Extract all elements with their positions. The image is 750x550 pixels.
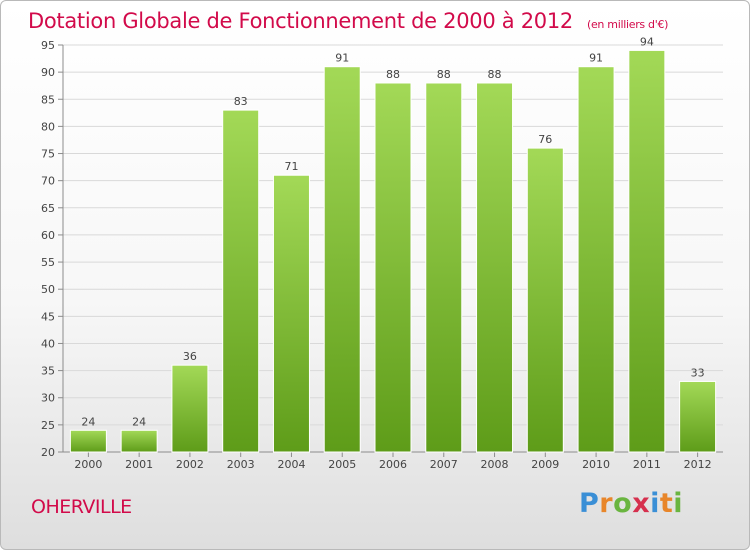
value-label-2006: 88 xyxy=(386,68,400,81)
x-tick-label-2007: 2007 xyxy=(430,458,458,471)
commune-name: OHERVILLE xyxy=(31,496,132,518)
x-tick-label-2001: 2001 xyxy=(125,458,153,471)
y-tick-label: 55 xyxy=(41,256,55,269)
x-tick-label-2003: 2003 xyxy=(227,458,255,471)
x-tick-label-2012: 2012 xyxy=(684,458,712,471)
value-label-2001: 24 xyxy=(132,415,146,428)
bars xyxy=(69,49,717,453)
value-label-2007: 88 xyxy=(437,68,451,81)
x-tick-label-2002: 2002 xyxy=(176,458,204,471)
value-label-2008: 88 xyxy=(488,68,502,81)
value-label-2000: 24 xyxy=(81,415,95,428)
value-label-2010: 91 xyxy=(589,52,603,65)
x-tick-label-2009: 2009 xyxy=(531,458,559,471)
y-tick-label: 40 xyxy=(41,337,55,350)
bar-2007 xyxy=(425,82,463,453)
y-tick-label: 60 xyxy=(41,229,55,242)
bar-2000 xyxy=(69,429,107,453)
y-tick-label: 25 xyxy=(41,419,55,432)
x-tick-label-2005: 2005 xyxy=(328,458,356,471)
x-tick-label-2000: 2000 xyxy=(74,458,102,471)
y-tick-label: 85 xyxy=(41,93,55,106)
bar-2002 xyxy=(171,364,209,453)
bar-2006 xyxy=(374,82,412,453)
y-tick-label: 90 xyxy=(41,66,55,79)
y-tick-label: 80 xyxy=(41,120,55,133)
bar-2004 xyxy=(272,174,310,453)
y-tick-label: 20 xyxy=(41,446,55,459)
x-tick-label-2006: 2006 xyxy=(379,458,407,471)
value-label-2003: 83 xyxy=(234,95,248,108)
logo-letter: x xyxy=(632,488,651,519)
bar-2012 xyxy=(679,380,717,453)
x-tick-label-2004: 2004 xyxy=(277,458,305,471)
value-label-2009: 76 xyxy=(538,133,552,146)
chart-subtitle: (en milliers d'€) xyxy=(586,18,669,31)
value-label-2004: 71 xyxy=(284,160,298,173)
logo-letter: o xyxy=(613,488,633,519)
y-tick-label: 30 xyxy=(41,392,55,405)
bar-2005 xyxy=(323,66,361,453)
y-tick-label: 75 xyxy=(41,148,55,161)
y-tick-label: 45 xyxy=(41,310,55,323)
x-tick-label-2008: 2008 xyxy=(481,458,509,471)
x-tick-label-2011: 2011 xyxy=(633,458,661,471)
logo-letter: P xyxy=(579,488,600,519)
bar-2001 xyxy=(120,429,158,453)
logo-letter: i xyxy=(673,488,684,519)
proxiti-logo: Proxiti xyxy=(579,488,683,519)
value-label-2011: 94 xyxy=(640,35,654,48)
bar-2008 xyxy=(476,82,514,453)
logo-letter: r xyxy=(599,488,614,519)
chart-title: Dotation Globale de Fonctionnement de 20… xyxy=(28,9,668,33)
logo-letter: t xyxy=(659,488,674,519)
y-tick-label: 50 xyxy=(41,283,55,296)
y-tick-label: 65 xyxy=(41,202,55,215)
value-label-2002: 36 xyxy=(183,350,197,363)
bar-2010 xyxy=(577,66,615,453)
logo-letter: i xyxy=(650,488,660,519)
bar-2011 xyxy=(628,49,666,453)
x-tick-label-2010: 2010 xyxy=(582,458,610,471)
y-tick-label: 95 xyxy=(41,39,55,52)
bar-2003 xyxy=(222,109,260,453)
chart-title-text: Dotation Globale de Fonctionnement de 20… xyxy=(28,9,573,33)
bar-2009 xyxy=(526,147,564,453)
value-label-2005: 91 xyxy=(335,52,349,65)
y-tick-label: 70 xyxy=(41,175,55,188)
y-tick-label: 35 xyxy=(41,365,55,378)
value-label-2012: 33 xyxy=(691,366,705,379)
labels: 20 25 30 35 40 45 50 55 60 65 70 75 80 85 90 95 24 2000 24… xyxy=(41,35,712,471)
